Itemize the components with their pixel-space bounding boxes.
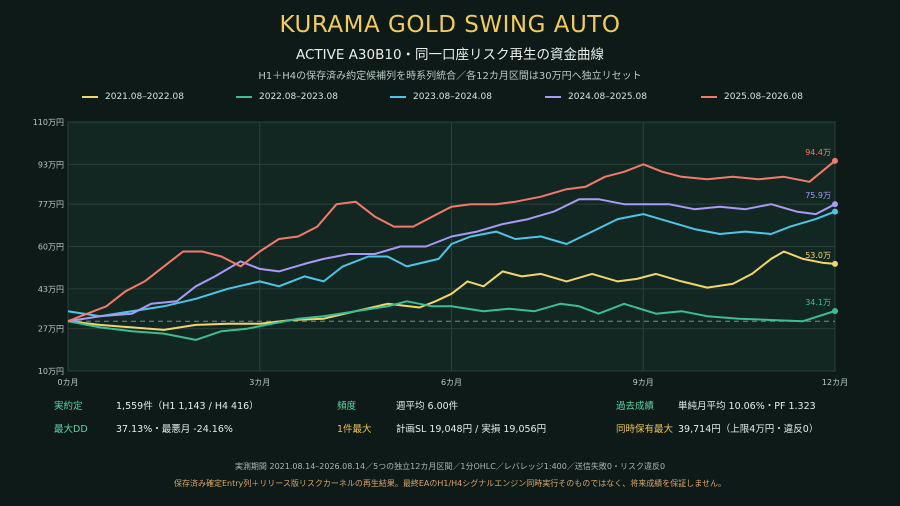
stat-history: 過去成績 xyxy=(616,398,654,412)
legend-label: 2025.08–2026.08 xyxy=(724,92,803,102)
series-end-label-4: 75.9万 xyxy=(805,191,831,200)
chart-subtitle: ACTIVE A30B10・同一口座リスク再生の資金曲線 xyxy=(295,47,605,63)
series-end-marker-4 xyxy=(832,201,838,208)
equity-curve-chart: 10万円 27万円 43万円 60万円 77万円 93万円 110万円 0カ月 3カ月 6カ月 9カ… xyxy=(33,118,848,387)
series-end-marker-1 xyxy=(832,260,838,267)
stat-value: 39,714円（上限4万円・違反0） xyxy=(678,424,819,435)
y-tick-label: 60万円 xyxy=(38,243,64,252)
stat-value: 計画SL 19,048円 / 実損 19,056円 xyxy=(396,424,547,435)
stat-maxdd-value: 37.13%・最悪月 -24.16% xyxy=(116,421,233,435)
stat-value: 単純月平均 10.06%・PF 1.323 xyxy=(678,401,816,412)
series-end-label-2: 34.1万 xyxy=(805,298,831,307)
legend: 2021.08–2022.08 2022.08–2023.08 2023.08–… xyxy=(0,92,900,106)
series-line-1 xyxy=(67,250,836,331)
x-tick-label: 9カ月 xyxy=(633,378,654,387)
series-end-marker-5 xyxy=(832,157,838,164)
stat-frequency: 頻度 xyxy=(337,398,356,412)
series-line-4 xyxy=(67,198,836,323)
footer-disclaimer: 保存済み確定Entry列＋リリース版リスクカーネルの再生結果。最終EAのH1/H… xyxy=(173,479,727,488)
stat-concurrent: 同時保有最大 xyxy=(616,421,673,435)
legend-swatch xyxy=(82,96,98,98)
series-end-marker-3 xyxy=(832,208,838,215)
legend-label: 2024.08–2025.08 xyxy=(568,92,647,102)
y-tick-label: 110万円 xyxy=(33,118,64,127)
y-tick-label: 77万円 xyxy=(38,200,64,209)
stat-value: 1,559件（H1 1,143 / H4 416） xyxy=(116,401,259,412)
stat-key: 実約定 xyxy=(54,401,83,412)
legend-item-2023: 2023.08–2024.08 xyxy=(390,92,492,102)
series-line-5 xyxy=(67,160,836,323)
stat-key: 同時保有最大 xyxy=(616,424,674,435)
x-tick-label: 12カ月 xyxy=(822,378,848,387)
stat-trades: 実約定 xyxy=(54,398,83,412)
stat-value: 週平均 6.00件 xyxy=(396,401,459,412)
x-tick-label: 0カ月 xyxy=(57,378,78,387)
stat-value: 37.13%・最悪月 -24.16% xyxy=(116,424,233,435)
series-end-marker-2 xyxy=(832,307,838,314)
chart-title: KURAMA GOLD SWING AUTO xyxy=(279,12,621,38)
legend-label: 2021.08–2022.08 xyxy=(105,92,184,102)
x-tick-label: 3カ月 xyxy=(249,378,270,387)
legend-swatch xyxy=(390,96,406,98)
series-end-label-5: 94.4万 xyxy=(805,148,831,157)
stat-maxdd: 最大DD xyxy=(54,421,88,435)
y-tick-label: 93万円 xyxy=(38,160,64,169)
y-tick-label: 10万円 xyxy=(38,367,64,376)
legend-item-2021: 2021.08–2022.08 xyxy=(82,92,184,102)
legend-item-2022: 2022.08–2023.08 xyxy=(236,92,338,102)
footer-period: 実測期間 2021.08.14–2026.08.14／5つの独立12カ月区間／1… xyxy=(234,462,666,471)
series-end-label-1: 53.0万 xyxy=(805,251,831,260)
series-line-3 xyxy=(67,210,836,318)
stat-key: 1件最大 xyxy=(337,424,372,435)
legend-item-2024: 2024.08–2025.08 xyxy=(545,92,647,102)
stat-concurrent-value: 39,714円（上限4万円・違反0） xyxy=(678,421,818,435)
stat-trades-value: 1,559件（H1 1,143 / H4 416） xyxy=(116,398,259,412)
y-tick-label: 27万円 xyxy=(38,325,64,334)
legend-label: 2022.08–2023.08 xyxy=(259,92,338,102)
legend-swatch xyxy=(236,96,252,98)
stat-key: 過去成績 xyxy=(616,401,655,412)
legend-swatch xyxy=(545,96,561,98)
legend-label: 2023.08–2024.08 xyxy=(413,92,492,102)
stat-key: 最大DD xyxy=(54,424,88,435)
stat-max-trade-value: 計画SL 19,048円 / 実損 19,056円 xyxy=(396,421,546,435)
stat-key: 頻度 xyxy=(337,401,357,412)
stat-frequency-value: 週平均 6.00件 xyxy=(396,398,458,412)
y-tick-label: 43万円 xyxy=(38,285,64,294)
chart-note: H1＋H4の保存済み約定候補列を時系列統合／各12カ月区間は30万円へ独立リセッ… xyxy=(258,71,642,82)
stat-history-value: 単純月平均 10.06%・PF 1.323 xyxy=(678,398,816,412)
stat-max-trade: 1件最大 xyxy=(337,421,372,435)
legend-item-2025: 2025.08–2026.08 xyxy=(701,92,803,102)
x-tick-label: 6カ月 xyxy=(441,378,462,387)
series-line-2 xyxy=(67,300,836,341)
legend-swatch xyxy=(701,96,717,98)
